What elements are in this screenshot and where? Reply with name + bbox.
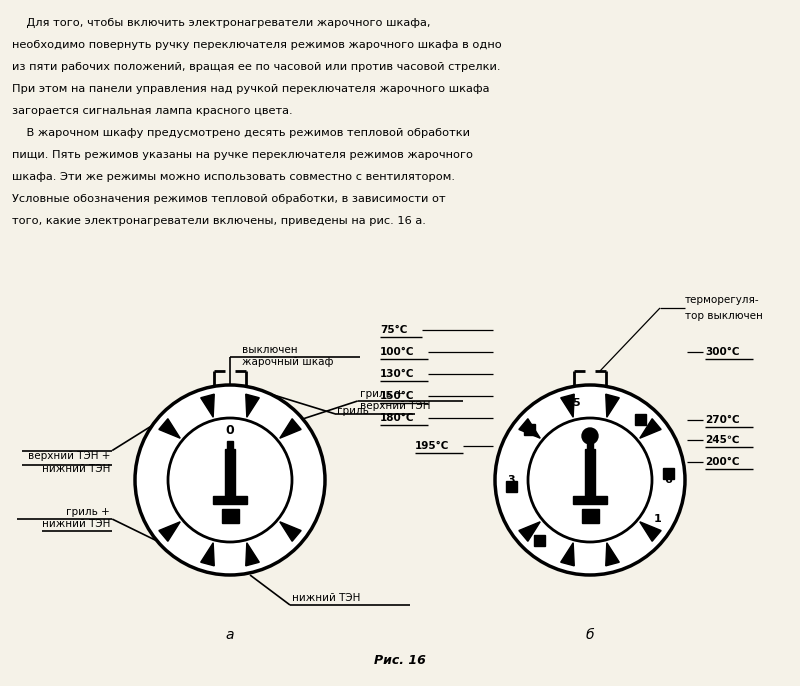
Bar	[506, 482, 518, 493]
Polygon shape	[246, 394, 259, 417]
Text: жарочный шкаф: жарочный шкаф	[242, 357, 334, 367]
Polygon shape	[280, 418, 301, 438]
Text: В жарочном шкафу предусмотрено десять режимов тепловой обработки: В жарочном шкафу предусмотрено десять ре…	[12, 128, 470, 138]
Bar	[222, 509, 238, 523]
Text: Рис. 16: Рис. 16	[374, 654, 426, 667]
Bar	[585, 449, 595, 501]
Bar	[573, 496, 607, 504]
Text: загорается сигнальная лампа красного цвета.: загорается сигнальная лампа красного цве…	[12, 106, 293, 116]
Circle shape	[582, 428, 598, 444]
Circle shape	[495, 385, 685, 575]
Polygon shape	[561, 394, 574, 417]
Bar	[635, 414, 646, 425]
Polygon shape	[159, 418, 180, 438]
Polygon shape	[280, 522, 301, 541]
Text: 245℃: 245℃	[705, 435, 739, 445]
Text: пищи. Пять режимов указаны на ручке переключателя режимов жарочного: пищи. Пять режимов указаны на ручке пере…	[12, 150, 473, 160]
Text: Для того, чтобы включить электронагреватели жарочного шкафа,: Для того, чтобы включить электронагреват…	[12, 18, 430, 28]
Text: 195°C: 195°C	[415, 441, 450, 451]
Polygon shape	[561, 543, 574, 566]
Text: 0: 0	[226, 423, 234, 436]
Polygon shape	[640, 522, 661, 541]
Text: шкафа. Эти же режимы можно использовать совместно с вентилятором.: шкафа. Эти же режимы можно использовать …	[12, 172, 455, 182]
Polygon shape	[519, 418, 540, 438]
Bar	[534, 534, 545, 545]
Text: того, какие электронагреватели включены, приведены на рис. 16 а.: того, какие электронагреватели включены,…	[12, 216, 426, 226]
Text: 200°C: 200°C	[705, 457, 739, 467]
Bar	[225, 449, 235, 501]
Bar	[227, 441, 233, 455]
Text: 6: 6	[665, 475, 673, 485]
Polygon shape	[640, 418, 661, 438]
Bar	[213, 496, 247, 504]
Text: выключен: выключен	[242, 345, 298, 355]
Text: тор выключен: тор выключен	[685, 311, 763, 321]
Text: 130°C: 130°C	[380, 369, 414, 379]
Text: гриль: гриль	[337, 406, 369, 416]
Text: 180°C: 180°C	[380, 413, 414, 423]
Text: Условные обозначения режимов тепловой обработки, в зависимости от: Условные обозначения режимов тепловой об…	[12, 194, 446, 204]
Text: нижний ТЭН: нижний ТЭН	[292, 593, 360, 603]
Text: нижний ТЭН: нижний ТЭН	[42, 464, 110, 473]
Text: из пяти рабочих положений, вращая ее по часовой или против часовой стрелки.: из пяти рабочих положений, вращая ее по …	[12, 62, 501, 72]
Text: 150°C: 150°C	[380, 391, 414, 401]
Text: б: б	[586, 628, 594, 642]
Circle shape	[135, 385, 325, 575]
Text: гриль +: гриль +	[66, 507, 110, 517]
Text: 270°C: 270°C	[705, 415, 740, 425]
Text: 75°C: 75°C	[380, 325, 407, 335]
Polygon shape	[246, 543, 259, 566]
Text: а: а	[226, 628, 234, 642]
Text: верхний ТЭН +: верхний ТЭН +	[28, 451, 110, 460]
Text: 300°C: 300°C	[705, 347, 739, 357]
Polygon shape	[159, 522, 180, 541]
Text: При этом на панели управления над ручкой переключателя жарочного шкафа: При этом на панели управления над ручкой…	[12, 84, 490, 94]
Text: нижний ТЭН: нижний ТЭН	[42, 519, 110, 529]
Polygon shape	[519, 522, 540, 541]
Text: 5: 5	[573, 398, 580, 407]
Text: 1: 1	[654, 514, 662, 524]
Polygon shape	[201, 543, 214, 566]
Bar	[582, 509, 598, 523]
Bar	[662, 468, 674, 479]
Polygon shape	[606, 394, 619, 417]
Circle shape	[528, 418, 652, 542]
Text: 100°C: 100°C	[380, 347, 414, 357]
Text: необходимо повернуть ручку переключателя режимов жарочного шкафа в одно: необходимо повернуть ручку переключателя…	[12, 40, 502, 50]
Text: терморегуля-: терморегуля-	[685, 295, 760, 305]
Text: 3: 3	[508, 475, 515, 485]
Bar	[524, 424, 535, 435]
Circle shape	[168, 418, 292, 542]
Polygon shape	[606, 543, 619, 566]
Polygon shape	[201, 394, 214, 417]
Bar	[587, 441, 593, 455]
Text: верхний ТЭН: верхний ТЭН	[360, 401, 430, 411]
Text: гриль +: гриль +	[360, 389, 403, 399]
